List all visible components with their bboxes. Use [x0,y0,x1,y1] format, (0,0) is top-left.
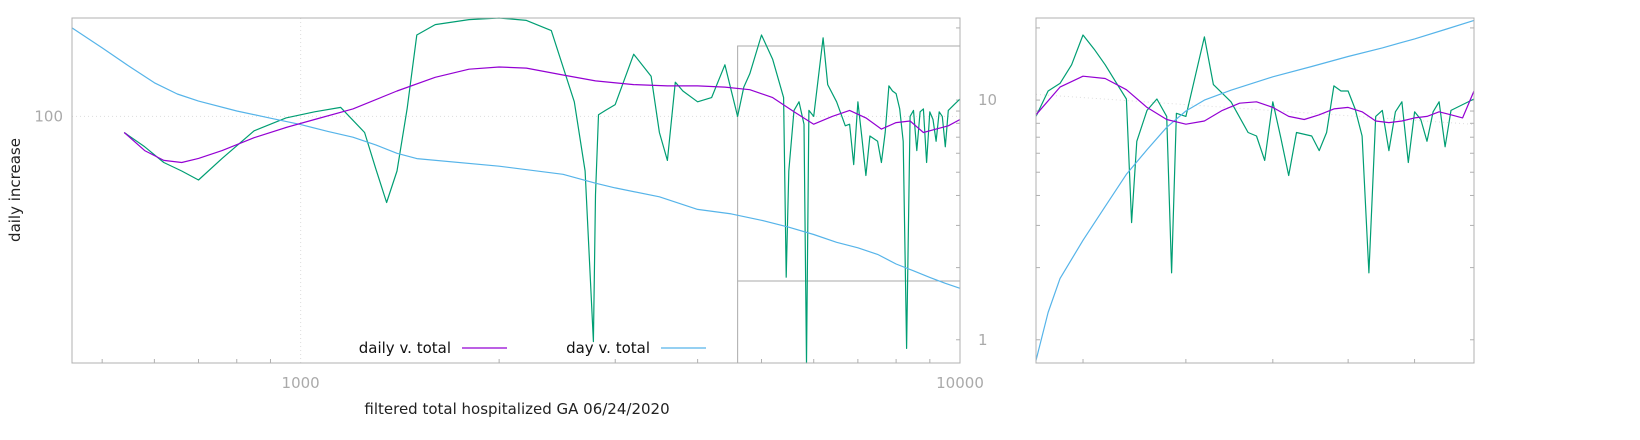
inset-series-raw [1035,34,1475,274]
main-plot-frame [71,17,961,364]
x-axis-label: filtered total hospitalized GA 06/24/202… [364,400,669,418]
series-daily-v-total [123,66,961,164]
main-y-tick-label-0: 100 [34,107,63,125]
main-y2-tick-label-1: 10 [978,91,997,109]
series-day-v-total [71,27,961,289]
main-y2-tick-label-0: 1 [978,331,988,349]
legend-label-daily: daily v. total [359,339,451,357]
y-axis-label: daily increase [6,138,24,242]
inset-series-group [1035,19,1475,361]
main-plot-area: 1000 10000 100 1 10 filtered total hospita… [6,17,997,418]
main-y-tick-labels: 100 [34,107,63,125]
main-series-group [71,17,961,364]
series-raw-daily [123,17,961,364]
inset-minor-ticks [1036,27,1474,363]
main-x-tick-label-0: 1000 [282,374,320,392]
main-y2-tick-labels: 1 10 [978,91,997,349]
main-minor-ticks [101,27,960,363]
inset-series-daily [1035,75,1475,125]
legend: daily v. total day v. total [359,339,706,357]
legend-label-day: day v. total [566,339,650,357]
inset-marker-rect [737,45,961,364]
main-inset-marker [737,45,961,364]
inset-plot-frame [1035,17,1475,364]
inset-plot-area [1035,17,1475,364]
main-x-tick-label-1: 10000 [936,374,984,392]
main-x-tick-labels: 1000 10000 [282,374,984,392]
inset-series-day [1035,19,1475,361]
